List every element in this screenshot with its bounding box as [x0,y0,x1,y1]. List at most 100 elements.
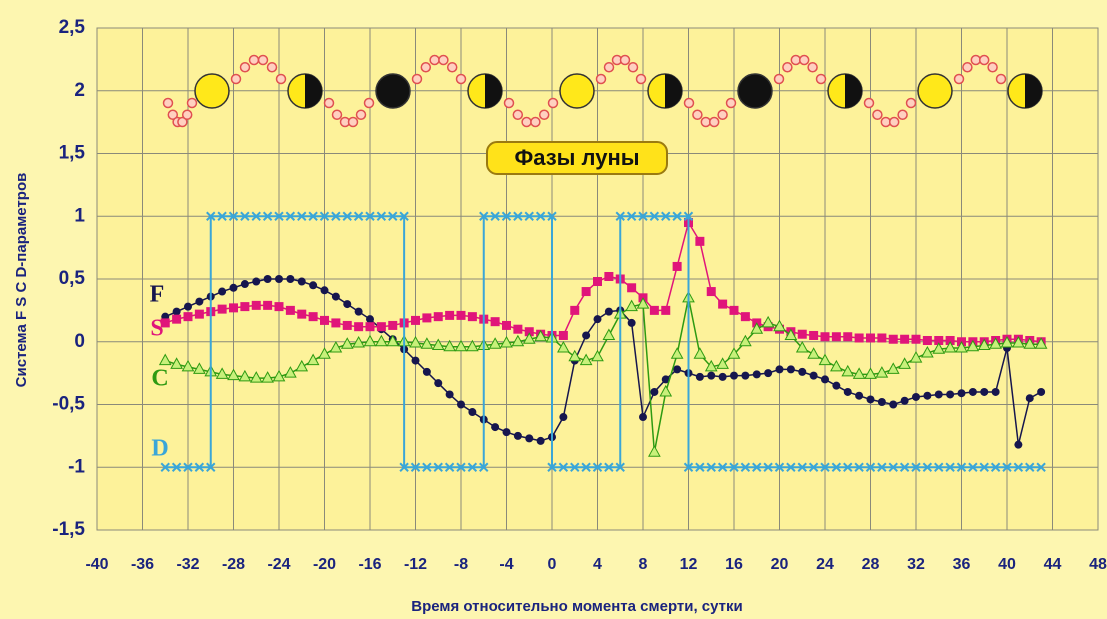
point [695,372,704,381]
x-tick-label: -16 [358,556,381,573]
legend-label: D [151,436,168,462]
point [1013,462,1024,472]
point [502,320,511,330]
point [513,211,523,221]
phase-dot [162,97,174,109]
phase-dot [275,73,287,85]
phase-dot [708,116,720,128]
point [932,342,946,354]
point [411,356,420,365]
point [217,211,227,221]
point [899,462,910,472]
x-tick-label: 0 [548,556,557,573]
point [579,353,593,366]
point [352,335,365,348]
point [830,359,843,372]
point [604,307,613,316]
phase-dot [782,61,793,73]
phase-dot [181,109,193,121]
point [479,211,489,221]
point [968,462,978,472]
point [399,462,409,472]
point [718,299,728,309]
point [227,368,240,381]
point [522,332,536,344]
point [329,340,343,353]
phase-dot [995,73,1007,85]
point [889,400,898,409]
point [877,333,887,343]
point [717,462,728,472]
phase-dot [503,97,515,109]
point [865,462,876,472]
point [193,362,206,374]
point [795,340,809,353]
point [808,462,819,472]
point [297,211,307,221]
point [568,349,582,362]
point [841,364,855,377]
y-tick-label: 0,5 [59,268,86,289]
phase-dot [692,109,703,121]
point [854,462,864,472]
point [274,302,284,312]
point [602,328,616,340]
y-tick-label: -0,5 [52,394,85,415]
point [557,340,570,353]
point [886,362,900,374]
point [900,334,910,344]
point [286,275,295,283]
point [739,334,752,347]
point [340,337,354,349]
moon-shadow [845,74,862,108]
point [559,413,568,422]
point [240,211,250,221]
moon-shadow [665,74,682,108]
series-line [165,215,1042,469]
point [593,277,602,287]
phase-dot [363,97,375,109]
point [172,314,182,324]
phase-dot [635,73,647,85]
y-tick-label: 1,5 [59,143,86,164]
point [342,320,352,330]
point [183,312,193,322]
point [240,280,249,289]
point [945,335,955,345]
point [672,261,682,271]
point [319,211,330,221]
point [431,338,445,351]
x-tick-label: -12 [404,556,427,573]
point [750,322,764,334]
point [625,299,638,312]
point [263,300,273,310]
point [898,357,911,369]
point [604,271,614,281]
point [410,462,421,472]
point [888,462,898,472]
point [820,462,830,472]
x-tick-label: 28 [862,556,880,573]
point [843,332,853,342]
point [365,211,375,221]
phase-dot [420,61,432,73]
point [420,337,434,349]
point [752,462,762,472]
point [365,322,375,332]
point [966,339,980,352]
y-tick-label: -1 [68,456,85,477]
point [980,387,989,396]
point [945,462,955,472]
point [488,337,502,349]
point [693,347,707,359]
point [158,353,172,366]
point [784,328,798,340]
point [388,211,398,221]
point [626,211,637,221]
point [615,462,625,472]
x-tick-label: 12 [680,556,698,573]
moon-label: Фазы луны [514,145,639,170]
x-tick-label: -32 [176,556,199,573]
point [194,309,204,319]
point [252,277,261,286]
